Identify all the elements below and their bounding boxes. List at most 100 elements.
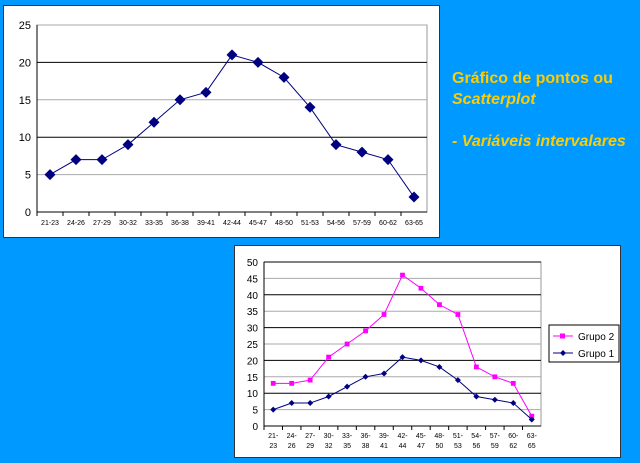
x-tick-label: 56 — [472, 443, 480, 450]
y-tick-label: 0 — [252, 422, 258, 433]
x-tick-label: 60-62 — [379, 220, 397, 227]
y-tick-label: 20 — [247, 356, 259, 367]
x-tick-label: 24-26 — [67, 220, 85, 227]
y-tick-label: 10 — [247, 389, 259, 400]
caption-line-1: Gráfico de pontos ou — [452, 70, 613, 87]
x-tick-label: 21-23 — [41, 220, 59, 227]
y-tick-label: 25 — [19, 20, 31, 32]
data-point — [307, 400, 314, 407]
data-point — [70, 154, 82, 166]
x-tick-label: 48-50 — [275, 220, 293, 227]
y-tick-label: 15 — [247, 373, 259, 384]
data-point — [304, 101, 316, 113]
y-tick-label: 35 — [247, 307, 259, 318]
x-tick-label: 41 — [380, 443, 388, 450]
data-point — [325, 393, 332, 400]
x-tick-label: 54-56 — [327, 220, 345, 227]
data-point — [326, 354, 332, 360]
x-tick-label: 45- — [416, 433, 427, 440]
x-tick-label: 39- — [379, 433, 390, 440]
x-tick-label: 63-65 — [405, 220, 423, 227]
y-tick-label: 5 — [25, 170, 31, 182]
legend-label: Grupo 1 — [578, 349, 615, 360]
data-point — [362, 373, 369, 380]
data-point — [344, 383, 351, 390]
data-point — [473, 364, 479, 370]
x-tick-label: 44 — [399, 443, 407, 450]
x-tick-label: 59 — [491, 443, 499, 450]
chart-1: 0 5 10 15 20 25 21-23 24-26 27-29 30-32 33-35 36-38… — [3, 5, 440, 238]
data-point — [148, 116, 160, 128]
data-point — [270, 380, 276, 386]
data-point — [436, 363, 443, 370]
y-tick-label: 45 — [247, 274, 259, 285]
y-tick-label: 20 — [19, 57, 31, 69]
chart-1-svg: 0 5 10 15 20 25 21-23 24-26 27-29 30-32 33-35 36-38… — [19, 20, 428, 227]
data-point — [122, 139, 134, 151]
x-tick-label: 54- — [471, 433, 482, 440]
data-point — [491, 396, 498, 403]
x-tick-label: 57- — [490, 433, 501, 440]
x-tick-label: 57-59 — [353, 220, 371, 227]
x-tick-label: 42-44 — [223, 220, 241, 227]
chart-2: 0 5 10 15 20 25 30 35 40 45 50 21- 23 24- 26 27- 29 30- 32… — [234, 245, 621, 458]
slide-caption: Gráfico de pontos ou Scatterplot - Variá… — [452, 68, 626, 152]
x-tick-label: 50 — [436, 443, 444, 450]
data-point — [330, 139, 342, 151]
data-point — [200, 86, 212, 98]
x-tick-label: 27-29 — [93, 220, 111, 227]
data-point — [399, 354, 406, 361]
x-tick-label: 39-41 — [197, 220, 215, 227]
data-point — [455, 312, 461, 317]
y-tick-label: 25 — [247, 340, 259, 351]
data-point — [473, 393, 480, 400]
data-point — [381, 312, 387, 317]
data-point — [226, 49, 238, 61]
x-tick-label: 32 — [325, 443, 333, 450]
x-tick-label: 63- — [527, 433, 538, 440]
data-point — [417, 357, 424, 364]
data-point — [400, 272, 405, 278]
x-tick-label: 35 — [343, 443, 351, 450]
x-tick-label: 30-32 — [119, 220, 137, 227]
legend-marker — [560, 350, 566, 356]
data-point — [289, 380, 295, 386]
legend-marker — [560, 333, 565, 339]
data-point — [270, 406, 277, 413]
x-tick-label: 48- — [434, 433, 445, 440]
x-tick-label: 29 — [306, 443, 314, 450]
x-tick-label: 24- — [287, 433, 298, 440]
data-point — [363, 328, 368, 334]
y-tick-label: 0 — [25, 207, 31, 219]
data-point — [344, 341, 350, 347]
data-point — [278, 71, 290, 83]
chart-2-svg: 0 5 10 15 20 25 30 35 40 45 50 21- 23 24- 26 27- 29 30- 32… — [247, 258, 620, 450]
data-point — [382, 154, 394, 166]
x-tick-label: 60- — [508, 433, 519, 440]
x-tick-label: 53 — [454, 443, 462, 450]
x-tick-label: 42- — [397, 433, 408, 440]
data-point — [307, 377, 313, 383]
y-tick-label: 10 — [19, 132, 31, 144]
data-point — [288, 400, 295, 407]
data-point — [96, 154, 108, 166]
y-tick-label: 40 — [247, 291, 259, 302]
data-point — [510, 400, 517, 407]
x-tick-label: 62 — [509, 443, 517, 450]
data-point — [381, 370, 388, 377]
x-tick-label: 45-47 — [249, 220, 267, 227]
caption-line-2: Scatterplot — [452, 91, 536, 108]
x-tick-label: 33- — [342, 433, 353, 440]
data-point — [418, 285, 424, 291]
data-point — [528, 416, 535, 423]
data-point — [408, 191, 420, 203]
x-tick-label: 21- — [268, 433, 279, 440]
y-tick-label: 50 — [247, 258, 259, 269]
x-tick-label: 65 — [528, 443, 536, 450]
x-tick-label: 23 — [269, 443, 277, 450]
x-tick-label: 38 — [362, 443, 370, 450]
legend — [548, 324, 620, 363]
x-tick-label: 47 — [417, 443, 425, 450]
data-point — [529, 413, 535, 419]
data-point — [437, 302, 442, 308]
